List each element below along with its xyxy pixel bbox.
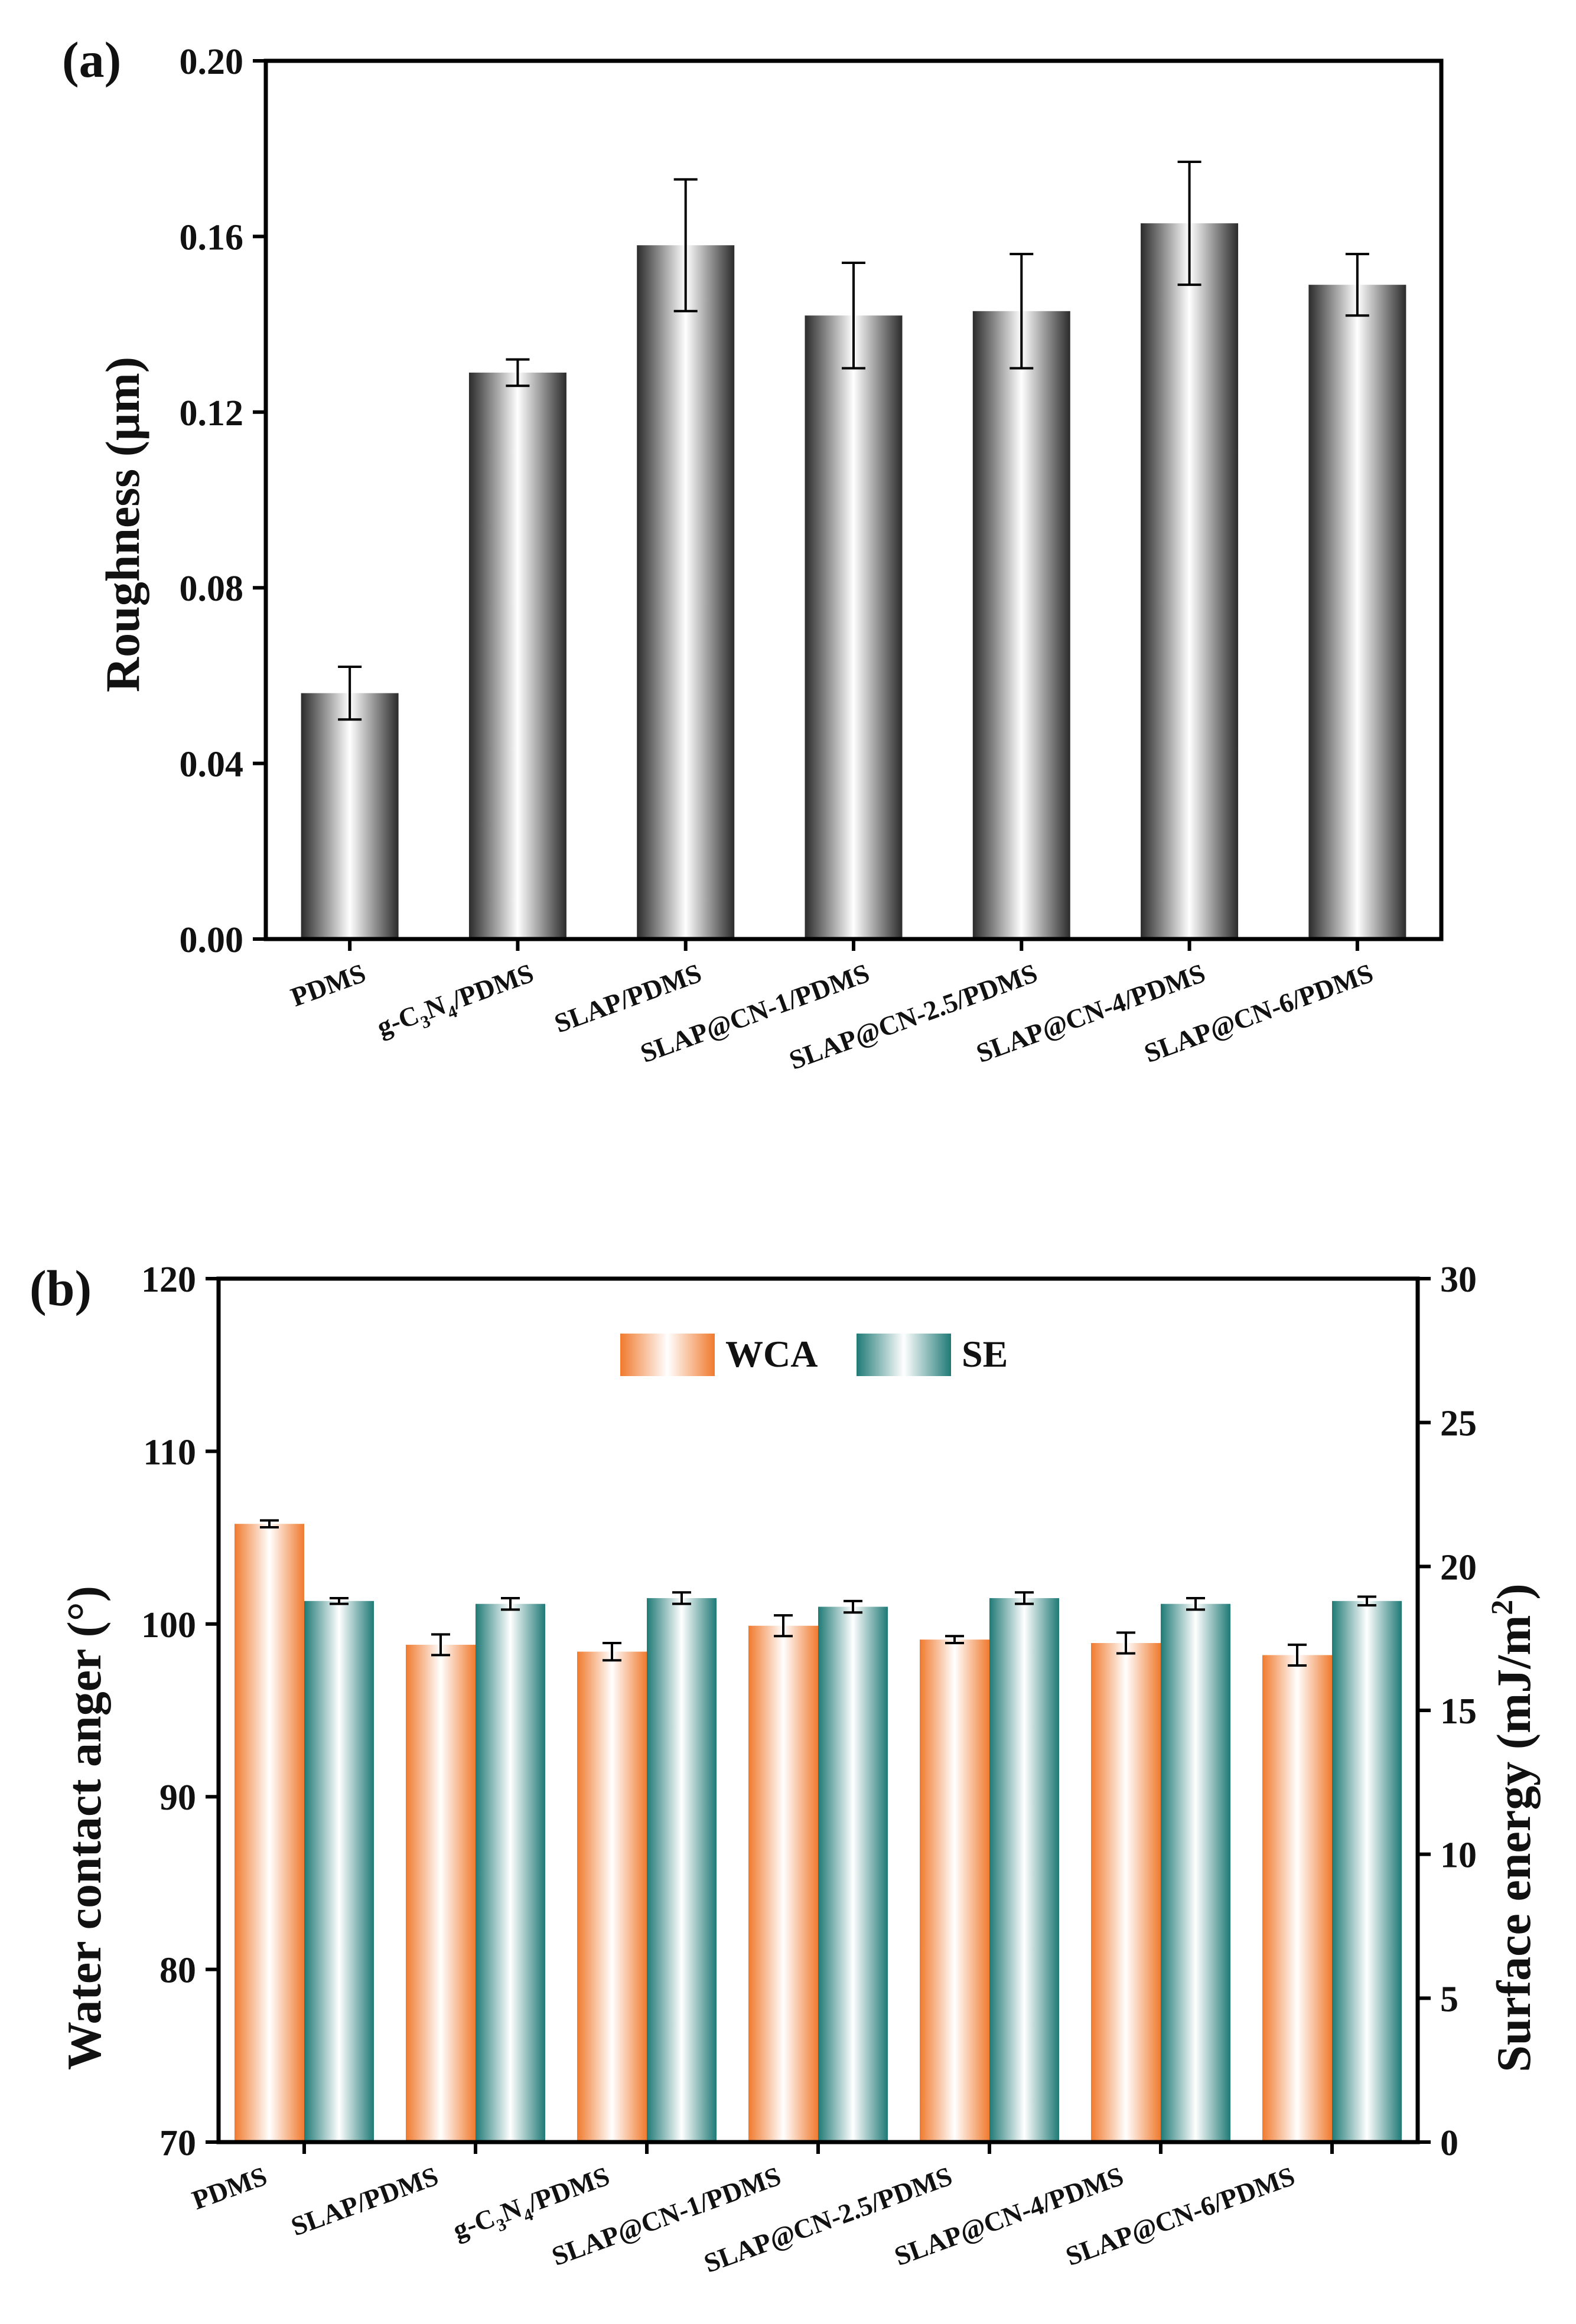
bar-roughness xyxy=(972,311,1070,940)
error-bar-se xyxy=(501,1596,520,1611)
panel-label-b: (b) xyxy=(30,1260,92,1316)
error-bar-roughness xyxy=(1010,253,1034,370)
error-bar-se xyxy=(330,1596,349,1605)
bar-se xyxy=(647,1598,717,2142)
bar-wca xyxy=(1091,1642,1161,2142)
bar-roughness xyxy=(805,315,903,939)
y-tick-label-b-left: 120 xyxy=(141,1260,196,1300)
y-tick-label-b-left: 110 xyxy=(143,1432,196,1472)
error-bar-wca xyxy=(603,1641,621,1662)
error-bar-se xyxy=(1015,1591,1034,1605)
y-tick-label-b-right: 25 xyxy=(1440,1404,1477,1444)
panel-label-a: (a) xyxy=(62,31,121,88)
error-bar-se xyxy=(1357,1595,1376,1607)
y-tick-label-a: 0.04 xyxy=(180,745,244,785)
y-tick-label-b-right: 0 xyxy=(1440,2123,1458,2163)
error-bar-se xyxy=(1186,1596,1205,1611)
y-tick-label-a: 0.16 xyxy=(180,217,244,258)
bar-se xyxy=(304,1601,374,2142)
bar-se xyxy=(989,1598,1059,2142)
bar-se xyxy=(818,1606,888,2142)
bar-roughness xyxy=(301,693,399,939)
error-bar-roughness xyxy=(1177,161,1201,286)
error-bar-roughness xyxy=(338,666,362,721)
bar-wca xyxy=(1262,1655,1332,2142)
y-tick-label-b-right: 20 xyxy=(1440,1547,1477,1588)
legend-swatch-se xyxy=(857,1334,951,1376)
bar-se xyxy=(476,1603,545,2142)
y-tick-label-a: 0.12 xyxy=(180,393,244,433)
bar-wca xyxy=(577,1651,647,2142)
error-bar-roughness xyxy=(673,178,698,312)
x-tick-label-a: g-C3N4/PDMS xyxy=(373,957,539,1047)
bar-wca xyxy=(920,1639,989,2142)
y-tick-label-b-right: 30 xyxy=(1440,1260,1477,1300)
error-bar-wca xyxy=(260,1519,279,1529)
y-tick-label-a: 0.08 xyxy=(180,569,244,609)
y-tick-label-b-left: 100 xyxy=(141,1605,196,1645)
error-bar-wca xyxy=(945,1635,964,1644)
y-tick-label-b-left: 90 xyxy=(159,1778,196,1818)
roughness-chart: (a) Roughness (μm) 0.00 0.04 0.08 0.12 0.16 0… xyxy=(62,31,1444,1075)
error-bar-roughness xyxy=(842,262,865,370)
bar-roughness xyxy=(637,245,735,939)
bar-se xyxy=(1161,1603,1230,2142)
y-tick-label-b-right: 15 xyxy=(1440,1691,1477,1732)
x-tick-label-b: PDMS xyxy=(188,2160,271,2215)
error-bar-roughness xyxy=(1345,253,1369,317)
error-bar-wca xyxy=(774,1614,793,1638)
y-axis-label-wca: Water contact anger (°) xyxy=(57,1586,111,2070)
bar-se xyxy=(1332,1601,1402,2142)
y-tick-label-a: 0.00 xyxy=(180,920,244,960)
y-tick-label-b-right: 10 xyxy=(1440,1836,1477,1876)
x-tick-label-b: SLAP/PDMS xyxy=(287,2160,442,2241)
y-tick-label-b-right: 5 xyxy=(1440,1979,1458,2019)
bar-wca xyxy=(235,1524,304,2142)
y-axis-label-roughness: Roughness (μm) xyxy=(96,357,149,692)
bar-roughness xyxy=(468,372,566,939)
error-bar-se xyxy=(672,1591,691,1605)
legend-label-se: SE xyxy=(962,1333,1008,1375)
bar-wca xyxy=(406,1644,476,2142)
legend-swatch-wca xyxy=(620,1334,715,1376)
y-tick-label-b-left: 80 xyxy=(159,1951,196,1991)
error-bar-se xyxy=(844,1599,862,1614)
y-tick-label-a: 0.20 xyxy=(180,42,244,82)
bar-wca xyxy=(748,1625,818,2142)
x-tick-label-a: PDMS xyxy=(287,957,370,1012)
error-bar-roughness xyxy=(506,358,530,387)
error-bar-wca xyxy=(1288,1643,1307,1667)
bar-roughness xyxy=(1308,285,1406,939)
error-bar-wca xyxy=(1116,1631,1135,1655)
error-bar-wca xyxy=(431,1633,450,1657)
bar-roughness xyxy=(1141,223,1239,940)
y-axis-label-se: Surface energy (mJ/m2) xyxy=(1486,1583,1541,2072)
y-tick-label-b-left: 70 xyxy=(159,2123,196,2163)
wca-se-chart: (b) Water contact anger (°) Surface ener… xyxy=(30,1260,1541,2279)
legend-label-wca: WCA xyxy=(725,1333,818,1375)
